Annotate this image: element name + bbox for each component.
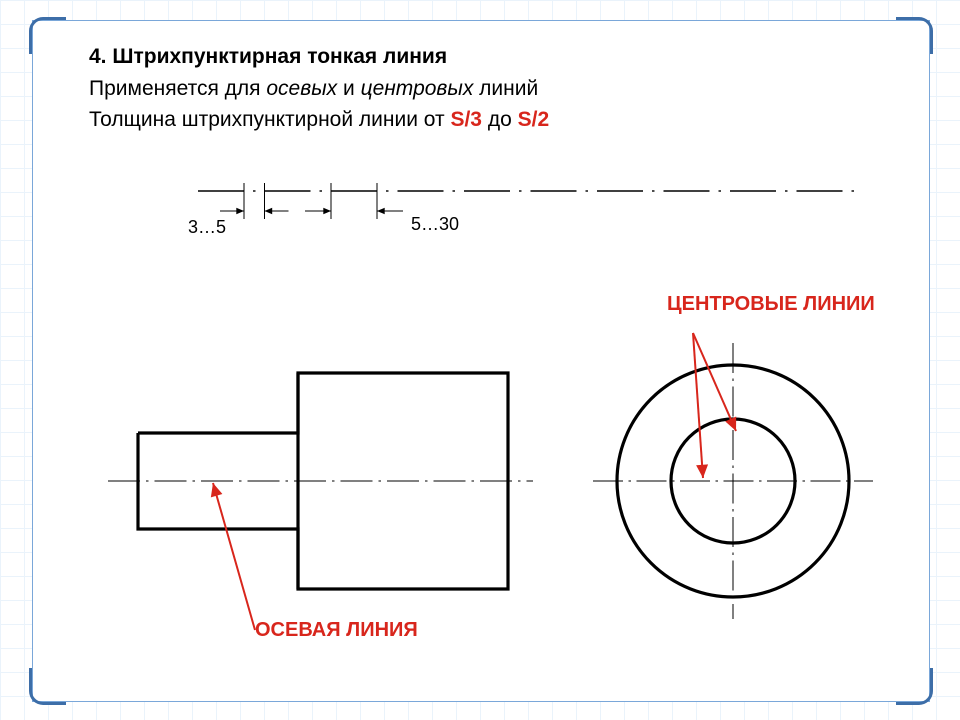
axis-line-label: ОСЕВАЯ ЛИНИЯ bbox=[255, 619, 418, 642]
center-lines-label: ЦЕНТРОВЫЕ ЛИНИИ bbox=[667, 293, 875, 316]
decorative-frame: 4. Штрихпунктирная тонкая линия Применяе… bbox=[32, 20, 930, 702]
technical-drawing bbox=[33, 21, 929, 701]
